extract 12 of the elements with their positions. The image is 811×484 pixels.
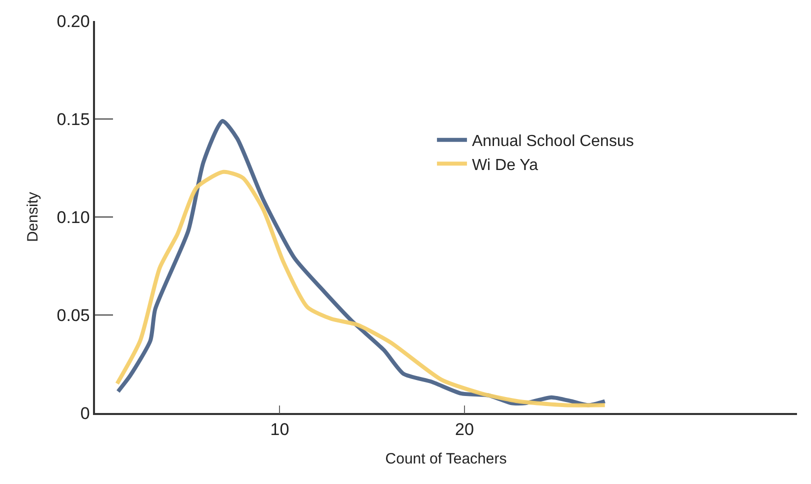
y-axis-title: Density: [24, 192, 42, 242]
y-tick-label: 0: [80, 404, 90, 423]
legend-label: Wi De Ya: [472, 156, 538, 174]
y-tick-label: 0.20: [56, 12, 90, 31]
x-tick-label: 10: [270, 420, 290, 440]
y-tick-label: 0.10: [56, 208, 90, 227]
x-tick-label: 20: [455, 420, 474, 440]
x-axis-title: Count of Teachers: [385, 450, 507, 468]
y-tick-label: 0.05: [56, 306, 90, 325]
y-tick-label: 0.15: [56, 110, 90, 129]
legend-label: Annual School Census: [472, 133, 634, 150]
line-series: [115, 170, 607, 408]
